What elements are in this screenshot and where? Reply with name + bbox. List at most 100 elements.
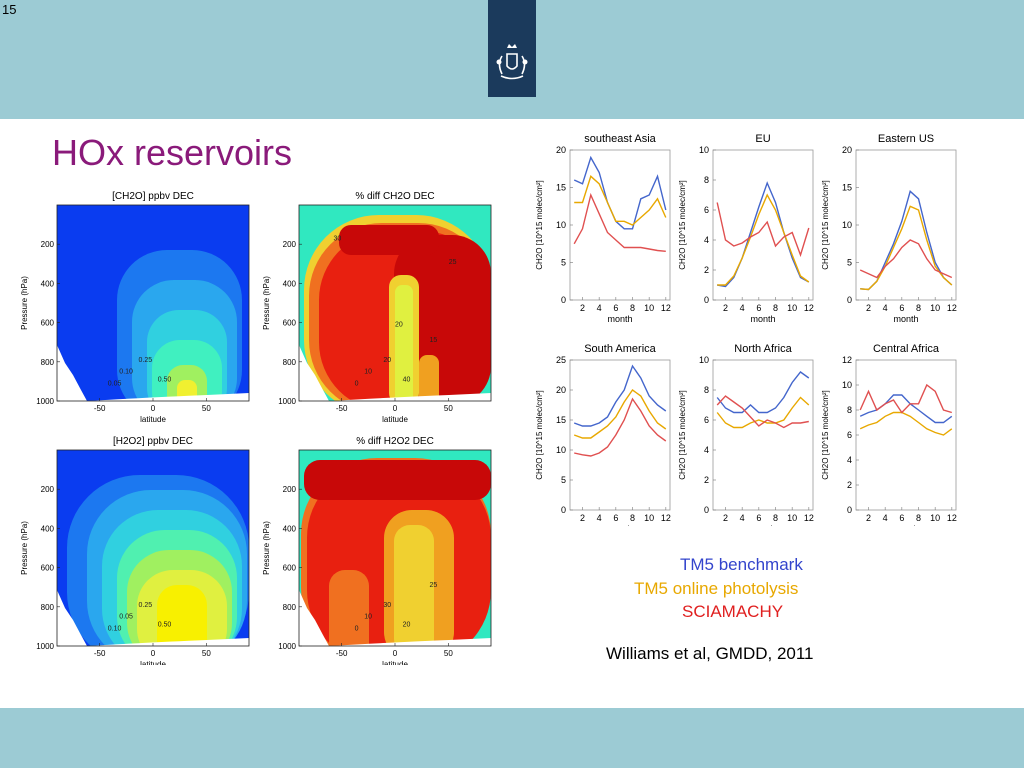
series-line-0	[859, 394, 953, 424]
x-tick-label: 50	[444, 649, 453, 658]
y-tick-label: 6	[704, 205, 709, 215]
contour-label: 25	[449, 259, 457, 266]
level-band	[395, 285, 413, 401]
y-tick-label: 200	[41, 485, 55, 494]
x-tick-label: 12	[947, 303, 957, 313]
x-tick-label: 4	[740, 513, 745, 523]
plot-frame	[569, 359, 671, 511]
y-tick-label: 20	[556, 385, 566, 395]
x-tick-label: 10	[787, 303, 797, 313]
x-tick-label: 10	[787, 513, 797, 523]
x-tick-label: 50	[202, 649, 211, 658]
x-tick-label: 50	[202, 404, 211, 413]
contour-label: 0.25	[139, 602, 153, 609]
contour-label: 20	[403, 621, 411, 628]
y-tick-label: 600	[41, 319, 55, 328]
citation: Williams et al, GMDD, 2011	[606, 644, 814, 663]
contour-label: 0.25	[139, 357, 153, 364]
footer-bar	[0, 708, 1024, 768]
x-tick-label: 10	[644, 513, 654, 523]
level-band	[329, 570, 369, 646]
y-tick-label: 10	[842, 220, 852, 230]
x-tick-label: 12	[947, 513, 957, 523]
x-tick-label: 6	[756, 303, 761, 313]
y-axis-label: CH2O [10^15 molec/cm²]	[535, 180, 544, 270]
y-tick-label: 1000	[278, 642, 296, 651]
x-tick-label: 4	[883, 303, 888, 313]
contour-label: 40	[403, 376, 411, 383]
contour-label: 30	[334, 235, 342, 242]
x-tick-label: 6	[756, 513, 761, 523]
y-tick-label: 0	[847, 295, 852, 305]
y-tick-label: 800	[41, 358, 55, 367]
y-axis-label: Pressure (hPa)	[20, 276, 29, 330]
x-axis-label: month	[750, 524, 775, 526]
x-tick-label: 6	[899, 303, 904, 313]
y-tick-label: 0	[561, 505, 566, 515]
x-tick-label: 0	[393, 404, 398, 413]
x-tick-label: 10	[930, 513, 940, 523]
y-tick-label: 5	[561, 475, 566, 485]
x-axis-label: latitude	[382, 415, 408, 424]
plot-frame	[855, 149, 957, 301]
y-tick-label: 600	[283, 319, 297, 328]
legend-tm5-benchmark: TM5 benchmark	[680, 555, 803, 574]
x-tick-label: 0	[151, 649, 156, 658]
y-tick-label: 600	[283, 564, 297, 573]
x-tick-label: 12	[804, 513, 814, 523]
level-band	[304, 460, 491, 500]
level-band	[394, 525, 434, 646]
y-tick-label: 2	[704, 475, 709, 485]
y-axis-label: Pressure (hPa)	[262, 521, 271, 575]
x-tick-label: 8	[773, 513, 778, 523]
y-tick-label: 4	[704, 445, 709, 455]
x-tick-label: 2	[580, 513, 585, 523]
x-axis-label: latitude	[140, 415, 166, 424]
contour-label: 0	[355, 625, 359, 632]
x-axis-label: month	[893, 524, 918, 526]
y-axis-label: CH2O [10^15 molec/cm²]	[821, 390, 830, 480]
contour-label: 0.05	[108, 380, 122, 387]
y-tick-label: 15	[842, 183, 852, 193]
y-tick-label: 800	[41, 603, 55, 612]
series-line-1	[716, 396, 810, 429]
y-tick-label: 8	[847, 405, 852, 415]
x-tick-label: 8	[916, 303, 921, 313]
legend-tm5-online-photolysis: TM5 online photolysis	[634, 579, 799, 598]
legend-sciamachy: SCIAMACHY	[682, 602, 784, 621]
level-band	[157, 585, 207, 646]
x-tick-label: 0	[151, 404, 156, 413]
x-tick-label: -50	[336, 404, 348, 413]
contour-label: 20	[383, 357, 391, 364]
contour-label: 10	[364, 614, 372, 621]
y-axis-label: CH2O [10^15 molec/cm²]	[821, 180, 830, 270]
terrain-mask	[57, 345, 87, 401]
y-tick-label: 200	[283, 240, 297, 249]
x-tick-label: 10	[930, 303, 940, 313]
level-band	[177, 380, 197, 401]
level-band	[339, 225, 439, 255]
y-tick-label: 1000	[278, 397, 296, 406]
line-chart: South America 0 5 10 15 20 25 2 4 6 8 10 12 month CH2O…	[535, 343, 671, 526]
y-tick-label: 15	[556, 183, 566, 193]
x-tick-label: 6	[613, 513, 618, 523]
line-chart: southeast Asia 0 5 10 15 20 2 4 6 8 10 12 month CH2O …	[535, 133, 671, 324]
contour-panel: [H2O2] ppbv DEC 200 400 600 800 1000 -50 0 50 lat…	[20, 436, 250, 665]
plot-frame	[855, 359, 957, 511]
series-line-1	[860, 205, 953, 291]
chart-title: southeast Asia	[584, 133, 656, 145]
y-tick-label: 0	[561, 295, 566, 305]
slide-number: 15	[2, 2, 17, 17]
x-axis-label: month	[607, 314, 632, 324]
y-tick-label: 200	[283, 485, 297, 494]
series-line-1	[574, 175, 667, 226]
terrain-mask	[299, 345, 329, 401]
series-line-2	[716, 395, 809, 429]
contour-label: 0.10	[108, 625, 122, 632]
x-tick-label: 8	[916, 513, 921, 523]
series-line-0	[717, 181, 810, 288]
x-tick-label: 8	[630, 303, 635, 313]
contour-field	[57, 205, 249, 401]
